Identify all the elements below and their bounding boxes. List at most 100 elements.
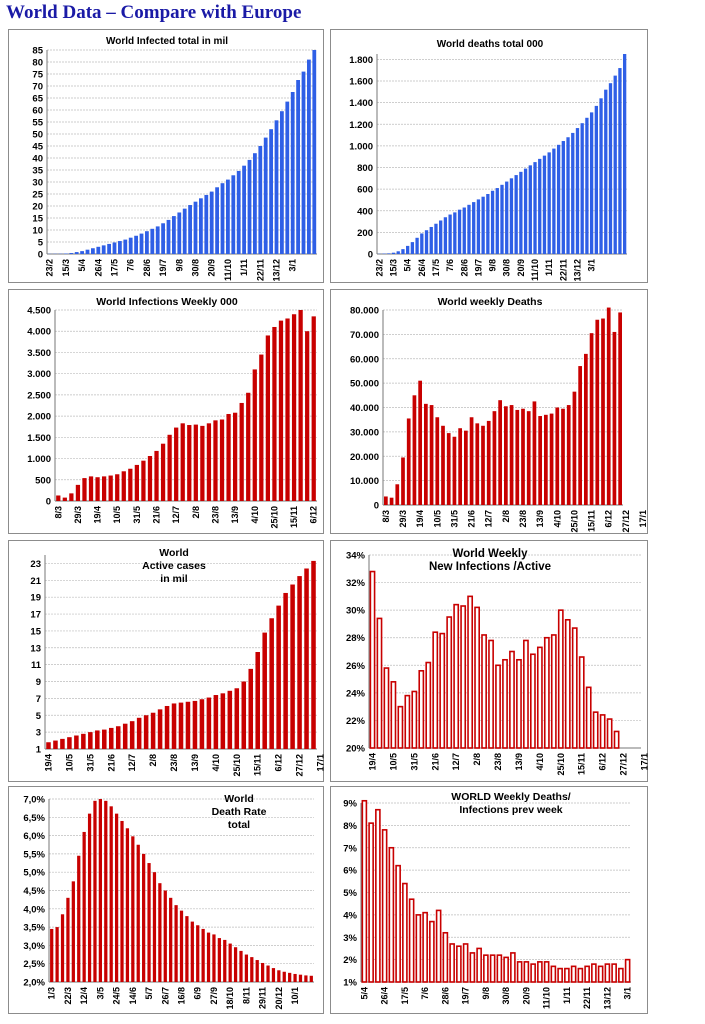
y-tick-label: 10 xyxy=(32,226,43,237)
bar xyxy=(217,938,221,982)
y-tick-label: 600 xyxy=(357,185,373,196)
y-tick-label: 7,0% xyxy=(23,795,45,806)
bar xyxy=(128,468,133,501)
chart-svg: 0 10.000 20.000 30.000 40.000 50.000 60.000 70.… xyxy=(350,306,648,533)
bar xyxy=(56,495,61,501)
bar xyxy=(81,733,86,749)
bar xyxy=(420,233,424,254)
bar xyxy=(475,423,480,505)
y-tick-label: 11 xyxy=(31,660,42,671)
bar xyxy=(402,882,408,983)
y-tick-label: 20 xyxy=(32,202,43,213)
bar xyxy=(298,974,303,982)
bar xyxy=(136,717,142,749)
bar xyxy=(453,603,460,749)
bar xyxy=(296,80,300,254)
x-tick-label: 21/6 xyxy=(430,753,440,771)
bar xyxy=(131,836,135,982)
bar xyxy=(561,408,565,505)
y-tick-label: 400 xyxy=(357,206,373,217)
x-tick-label: 4/10 xyxy=(535,753,545,771)
bar xyxy=(312,50,317,254)
bar xyxy=(503,956,509,983)
bar xyxy=(432,631,439,749)
y-tick-label: 3.500 xyxy=(27,348,51,359)
bar xyxy=(446,433,451,505)
bar xyxy=(108,727,114,749)
bar xyxy=(476,199,481,254)
x-tick-label: 4/10 xyxy=(552,510,562,528)
y-tick-label: 5 xyxy=(38,238,44,249)
bar xyxy=(179,910,184,982)
bar xyxy=(467,595,474,749)
bar xyxy=(604,89,608,254)
bar xyxy=(585,117,589,254)
bar xyxy=(537,961,543,983)
bar xyxy=(547,152,551,254)
bar xyxy=(180,423,185,501)
bar xyxy=(390,681,397,749)
bar xyxy=(449,943,455,983)
y-tick-label: 17 xyxy=(30,610,41,621)
x-tick-label: 15/11 xyxy=(577,753,587,775)
bar xyxy=(115,474,120,501)
x-tick-label: 8/3 xyxy=(381,510,391,523)
bar xyxy=(285,318,290,501)
bar xyxy=(161,223,165,254)
bar xyxy=(509,650,515,749)
bar xyxy=(460,605,467,749)
y-tick-label: 21 xyxy=(30,576,41,587)
bar xyxy=(530,963,536,983)
bar xyxy=(458,428,462,505)
y-tick-label: 25 xyxy=(32,190,43,201)
x-tick-label: 23/2 xyxy=(45,259,55,277)
bar xyxy=(505,181,509,254)
y-tick-label: 19 xyxy=(30,593,41,604)
chart-title: World Infections Weekly 000 xyxy=(96,296,238,308)
x-tick-label: 25/10 xyxy=(232,754,242,777)
bar xyxy=(283,592,288,749)
chart-title: World Infected total in mil xyxy=(105,36,229,47)
y-tick-label: 34% xyxy=(346,551,366,562)
x-tick-label: 31/5 xyxy=(132,506,142,524)
y-tick-label: 2,5% xyxy=(23,959,45,970)
bar xyxy=(199,198,203,254)
bar xyxy=(213,695,219,749)
x-tick-label: 15/11 xyxy=(289,506,299,528)
y-tick-label: 80.000 xyxy=(350,306,379,317)
bar xyxy=(429,405,434,505)
x-tick-label: 12/4 xyxy=(79,987,89,1005)
bar xyxy=(564,967,570,983)
bar xyxy=(192,700,198,749)
x-tick-label: 21/6 xyxy=(152,506,162,524)
x-tick-label: 21/6 xyxy=(106,754,116,772)
bar xyxy=(215,187,219,254)
x-tick-label: 13/9 xyxy=(514,753,524,771)
bar xyxy=(384,496,388,505)
x-tick-label: 23/2 xyxy=(374,259,384,277)
bar xyxy=(542,155,547,254)
bar xyxy=(442,931,449,983)
x-tick-label: 29/11 xyxy=(258,987,268,1009)
bar xyxy=(172,216,176,254)
bar xyxy=(236,170,241,254)
bar xyxy=(305,331,310,501)
bar xyxy=(561,141,565,254)
bar xyxy=(288,972,292,982)
bar xyxy=(476,947,482,983)
y-tick-label: 1.500 xyxy=(27,433,51,444)
chart-world-infections-weekly: 0 500 1.000 1.500 2.000 2.500 3.000 3.500 4.000 4… xyxy=(8,289,324,534)
bar xyxy=(297,576,302,749)
bar xyxy=(166,219,171,254)
bar xyxy=(401,249,405,254)
bar xyxy=(157,709,163,749)
bar xyxy=(555,407,560,505)
x-tick-label: 11/10 xyxy=(530,259,540,281)
y-tick-label: 50 xyxy=(32,130,43,141)
bar xyxy=(152,872,157,982)
x-tick-label: 17/1 xyxy=(638,510,648,528)
y-tick-label: 23 xyxy=(30,559,41,570)
bar xyxy=(528,165,532,254)
y-tick-label: 13 xyxy=(30,643,41,654)
x-tick-label: 31/5 xyxy=(85,754,95,772)
